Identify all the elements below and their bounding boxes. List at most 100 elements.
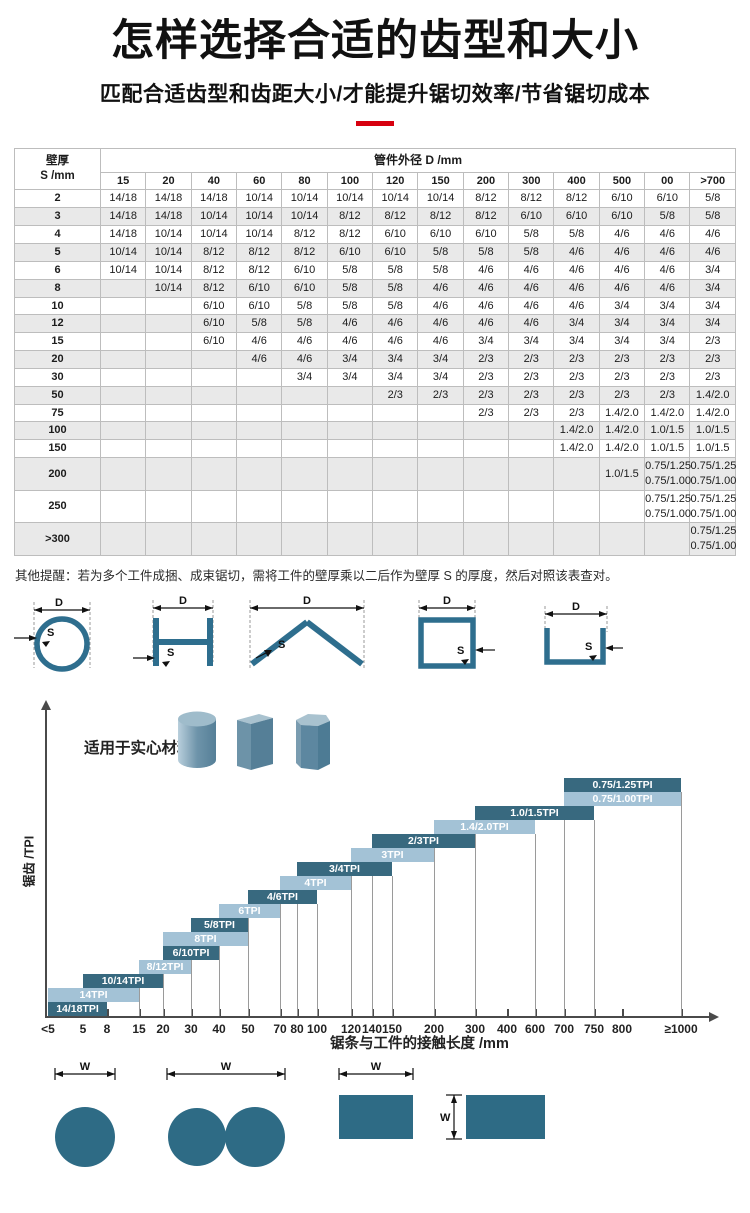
table-column-header: 120 (372, 171, 419, 191)
tpi-bar: 2/3TPI (372, 834, 475, 849)
table-cell: 2/3 (598, 385, 646, 405)
table-cell: 10/14 (281, 189, 328, 209)
table-cell: 3/4 (372, 367, 419, 387)
table-cell: 8/12 (236, 242, 283, 262)
dim-d-label: D (55, 597, 63, 609)
table-cell: 6/10 (417, 225, 464, 244)
table-cell (190, 457, 238, 491)
tpi-bar: 3/4TPI (297, 862, 392, 877)
table-row: 200 1.0/1.5 0.75/1.25 0.75/1.00 0.75/1.25 0… (14, 457, 736, 491)
table-cell: 4/6 (644, 225, 691, 244)
x-tick-label: <5 (41, 1022, 55, 1037)
table-row: 15 6/10 4/6 4/6 4/6 4/6 4/6 3/4 3/4 3/4 3/4 3/4 2/3 (14, 332, 736, 352)
table-cell: 6/10 (598, 207, 646, 227)
table-column-header: 15 (99, 171, 147, 191)
svg-text:D: D (443, 595, 451, 607)
flat-bar-vertical-example: W (440, 1094, 545, 1140)
table-cell: 5/8 (326, 278, 374, 298)
table-cell (508, 489, 555, 524)
x-axis (45, 1016, 711, 1019)
table-cell: 3/4 (598, 314, 646, 334)
table-cell: 10/14 (281, 207, 328, 227)
table-cell (326, 439, 374, 459)
channel-diagram: D S (544, 601, 623, 665)
tpi-bar: 3TPI (351, 848, 434, 863)
table-cell (372, 489, 419, 524)
table-row: 12 6/10 5/8 5/8 4/6 4/6 4/6 4/6 4/6 3/4 3/4 3/4 3/4 (14, 314, 736, 334)
box-shape (237, 714, 273, 771)
table-cell: 2/3 (462, 385, 510, 405)
table-cell: 4/6 (417, 314, 464, 334)
table-cell: 4/6 (689, 225, 736, 244)
table-cell: 4/6 (326, 332, 374, 352)
table-cell (462, 439, 510, 459)
table-cell: 10/14 (145, 225, 192, 244)
table-cell (99, 522, 147, 557)
table-cell: 1.4/2.0 (598, 421, 646, 441)
selection-table: 壁厚 S /mm 管件外径 D /mm 15 20 40 60 80 100 120 150 2… (14, 147, 736, 557)
table-column-header: >700 (689, 171, 736, 191)
x-tick (107, 1009, 109, 1018)
table-row: 100 1.4/2.0 1.4/2.0 1.0/1.5 1.0/1.5 (14, 421, 736, 441)
table-row: 8 10/14 8/12 6/10 6/10 5/8 5/8 4/6 4/6 4/6 4/6 4/6 4… (14, 278, 736, 298)
table-cell: 14/18 (99, 207, 147, 227)
tpi-bar: 4TPI (280, 876, 351, 891)
table-cell: 4/6 (553, 242, 600, 262)
dim-s-label: S (47, 627, 54, 639)
table-cell: 8/12 (281, 225, 328, 244)
table-cell (326, 385, 374, 405)
table-cell: 14/18 (145, 189, 192, 209)
table-cell (508, 457, 555, 491)
table-cell (99, 421, 147, 441)
table-cell (417, 439, 464, 459)
table-cell: 0.75/1.25 0.75/1.00 (689, 522, 736, 557)
table-row: 75 2/3 2/3 2/3 1.4/2.0 1.4/2.0 1.4/2.0 (14, 403, 736, 423)
table-cell: 4/6 (508, 278, 555, 298)
row-label: 3 (14, 207, 101, 227)
table-cell: 8/12 (372, 207, 419, 227)
drop-line (248, 904, 249, 1017)
table-cell: 5/8 (508, 242, 555, 262)
table-cell: 4/6 (236, 350, 283, 369)
table-cell: 4/6 (644, 242, 691, 262)
table-cell: 3/4 (644, 296, 691, 316)
table-cell: 4/6 (326, 314, 374, 334)
row-label: 15 (14, 332, 101, 352)
row-label: 50 (14, 385, 101, 405)
table-cell: 8/12 (236, 260, 283, 280)
table-cell: 6/10 (326, 242, 374, 262)
table-cell: 3/4 (417, 367, 464, 387)
table-cell (99, 439, 147, 459)
table-cell: 2/3 (553, 403, 600, 423)
table-cell (372, 522, 419, 557)
table-cell (99, 457, 147, 491)
table-cell: 6/10 (190, 296, 238, 316)
table-cell: 4/6 (417, 332, 464, 352)
table-cell: 2/3 (644, 350, 691, 369)
single-bar-example: W (54, 1061, 116, 1168)
table-cell: 4/6 (372, 314, 419, 334)
table-cell: 2/3 (508, 367, 555, 387)
drop-line (681, 792, 682, 1017)
table-cell (372, 421, 419, 441)
table-cell (236, 489, 283, 524)
table-cell: 8/12 (417, 207, 464, 227)
tpi-bar: 4/6TPI (248, 890, 317, 905)
table-cell (99, 332, 147, 352)
table-cell (99, 367, 147, 387)
x-tick-label: 50 (241, 1022, 255, 1037)
table-cell: 3/4 (281, 367, 328, 387)
other-note: 其他提醒：若为多个工件成捆、成束锯切，需将工件的壁厚乘以二后作为壁厚 S 的厚度… (15, 569, 618, 584)
table-body: 2 14/18 14/18 14/18 10/14 10/14 10/14 10/14 10/1… (14, 189, 736, 557)
drop-line (564, 792, 565, 1017)
table-cell (236, 522, 283, 557)
svg-text:D: D (179, 595, 187, 607)
tpi-chart: 锯齿 /TPI 适用于实心材料 14/18TPI 14TPI 10/14TPI 8/1… (0, 692, 750, 1054)
table-cell: 6/10 (644, 189, 691, 209)
table-cell: 4/6 (462, 296, 510, 316)
table-cell (598, 489, 646, 524)
table-cell (462, 489, 510, 524)
table-cell: 5/8 (326, 260, 374, 280)
table-cell (417, 489, 464, 524)
row-label: 8 (14, 278, 101, 298)
